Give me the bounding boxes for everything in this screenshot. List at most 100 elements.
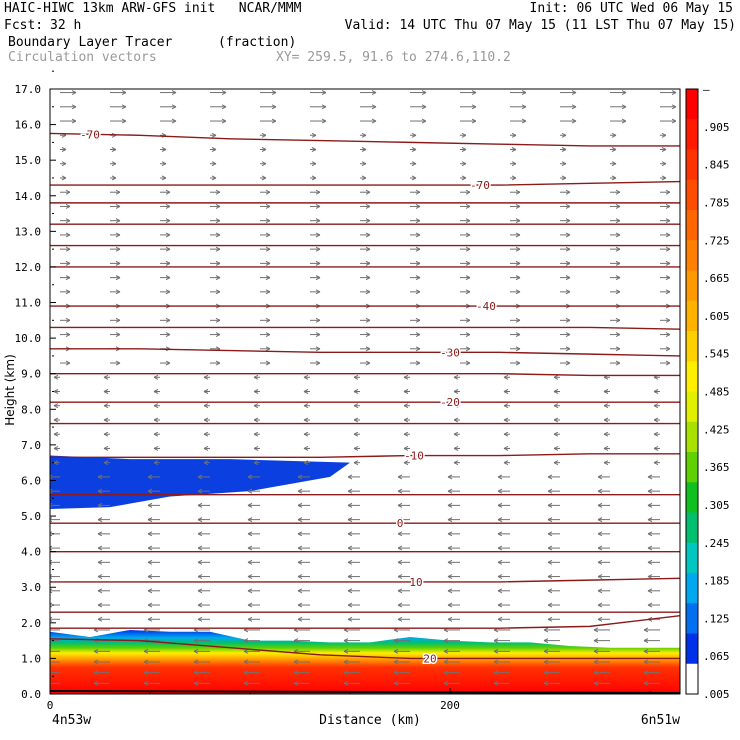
y-tick-label: 6.0 [21, 474, 41, 487]
circulation-vector-head [53, 417, 59, 423]
circulation-vector-head [603, 460, 609, 466]
circulation-vector-head [461, 161, 467, 167]
circulation-vector-head [147, 474, 153, 480]
circulation-vector-head [503, 374, 509, 380]
circulation-vector-head [561, 161, 567, 167]
circulation-vector-head [165, 246, 171, 252]
plot-frame [49, 88, 681, 695]
circulation-vector-head [50, 602, 53, 608]
circulation-vector-head [203, 445, 209, 451]
circulation-vector-head [415, 260, 421, 266]
circulation-vector-head [253, 403, 259, 409]
circulation-vector-head [515, 260, 521, 266]
circulation-vector-head [643, 659, 649, 665]
circulation-vector-head [111, 175, 117, 181]
circulation-vector-head [203, 389, 209, 394]
circulation-vector-head [353, 445, 359, 451]
circulation-vector-head [503, 417, 509, 423]
circulation-vector-head [215, 260, 221, 266]
colorbar-label: .185 [703, 575, 730, 588]
circulation-vector-head [303, 445, 309, 451]
circulation-vector-head [593, 627, 599, 633]
circulation-vector-head [221, 118, 227, 124]
circulation-vector-head [265, 275, 271, 281]
circulation-vector-head [97, 559, 103, 565]
y-tick-label: 0.0 [21, 688, 41, 701]
circulation-vector-head [565, 289, 571, 295]
colorbar-swatch [686, 452, 698, 483]
circulation-vector-head [543, 670, 549, 676]
circulation-vector-head [121, 104, 127, 110]
colorbar-label: .305 [703, 499, 730, 512]
circulation-vector-head [247, 531, 253, 537]
circulation-vector-head [303, 374, 309, 380]
circulation-vector-head [597, 574, 603, 580]
circulation-vector-head [50, 531, 53, 537]
circulation-vector-head [247, 602, 253, 608]
circulation-vector-head [593, 670, 599, 676]
circulation-vector-head [247, 588, 253, 594]
circulation-vector-head [547, 559, 553, 565]
circulation-vector-head [661, 147, 667, 152]
contour-label: -30 [440, 346, 460, 359]
circulation-vector-head [315, 232, 321, 238]
circulation-vector-head [547, 616, 553, 622]
circulation-vector-head [453, 431, 459, 437]
circulation-vector-head [293, 659, 299, 665]
circulation-vector-head [443, 648, 449, 654]
circulation-vector-head [547, 474, 553, 480]
field-units: (fraction) [218, 35, 297, 50]
circulation-vector-head [597, 545, 603, 551]
circulation-vector-head [147, 616, 153, 622]
circulation-vector-head [365, 203, 371, 209]
circulation-vector-head [371, 118, 377, 124]
circulation-vector-head [97, 531, 103, 537]
circulation-vector-head [353, 460, 359, 466]
circulation-vector-head [171, 118, 177, 124]
circulation-vector-head [543, 680, 549, 686]
colorbar-swatch [686, 179, 698, 211]
circulation-vector-head [193, 648, 199, 654]
circulation-vector-head [197, 602, 203, 608]
circulation-vector-head [315, 189, 321, 195]
circulation-vector-head [221, 104, 227, 110]
circulation-vector-head [103, 417, 109, 423]
circulation-vector-head [53, 445, 59, 451]
circulation-vector-head [653, 403, 659, 409]
contour-label: -70 [470, 179, 490, 192]
circulation-vector-head [265, 360, 271, 366]
temperature-contour [50, 453, 680, 459]
circulation-vector-head [193, 638, 199, 644]
circulation-vector-head [103, 389, 109, 394]
circulation-vector-head [97, 517, 103, 523]
circulation-vector-head [265, 232, 271, 238]
circulation-vector-head [421, 104, 427, 110]
circulation-vector-head [597, 474, 603, 480]
circulation-vector-head [215, 232, 221, 238]
field-name-tracer: Boundary Layer Tracer [8, 35, 173, 50]
circulation-vector-head [165, 360, 171, 366]
circulation-vector-head [65, 203, 71, 209]
circulation-vector-head [347, 588, 353, 594]
circulation-vector-head [403, 403, 409, 409]
circulation-vector-head [465, 260, 471, 266]
circulation-vector-head [65, 246, 71, 252]
circulation-vector-head [361, 175, 367, 181]
circulation-vector-head [415, 189, 421, 195]
colorbar-swatch [686, 270, 698, 302]
circulation-vector-head [665, 232, 671, 238]
circulation-vector-head [447, 602, 453, 608]
circulation-vector-head [93, 680, 99, 686]
temperature-contour [50, 348, 680, 357]
contour-label: 20 [423, 652, 436, 665]
circulation-vector-head [365, 275, 371, 281]
circulation-vector-head [403, 445, 409, 451]
colorbar-swatch [686, 542, 698, 574]
colorbar-label: .905 [703, 121, 730, 134]
circulation-vector-head [443, 670, 449, 676]
circulation-vector-head [65, 332, 71, 338]
colorbar-swatch [686, 421, 698, 453]
circulation-vector-head [271, 90, 277, 96]
circulation-vector-head [97, 588, 103, 594]
